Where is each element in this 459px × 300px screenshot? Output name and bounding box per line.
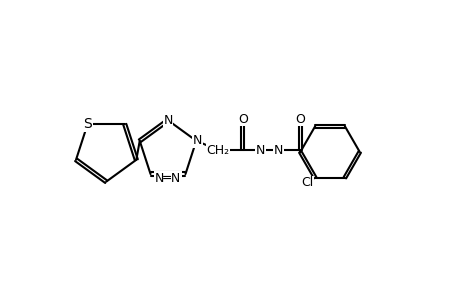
Text: N: N bbox=[192, 134, 202, 147]
Text: O: O bbox=[295, 113, 305, 126]
Text: N═N: N═N bbox=[155, 172, 181, 184]
Text: Cl: Cl bbox=[301, 176, 313, 189]
Text: N: N bbox=[256, 143, 265, 157]
Text: N: N bbox=[163, 114, 172, 127]
Text: N: N bbox=[273, 143, 283, 157]
Text: O: O bbox=[237, 113, 247, 126]
Text: CH₂: CH₂ bbox=[206, 143, 229, 157]
Text: S: S bbox=[83, 117, 92, 131]
